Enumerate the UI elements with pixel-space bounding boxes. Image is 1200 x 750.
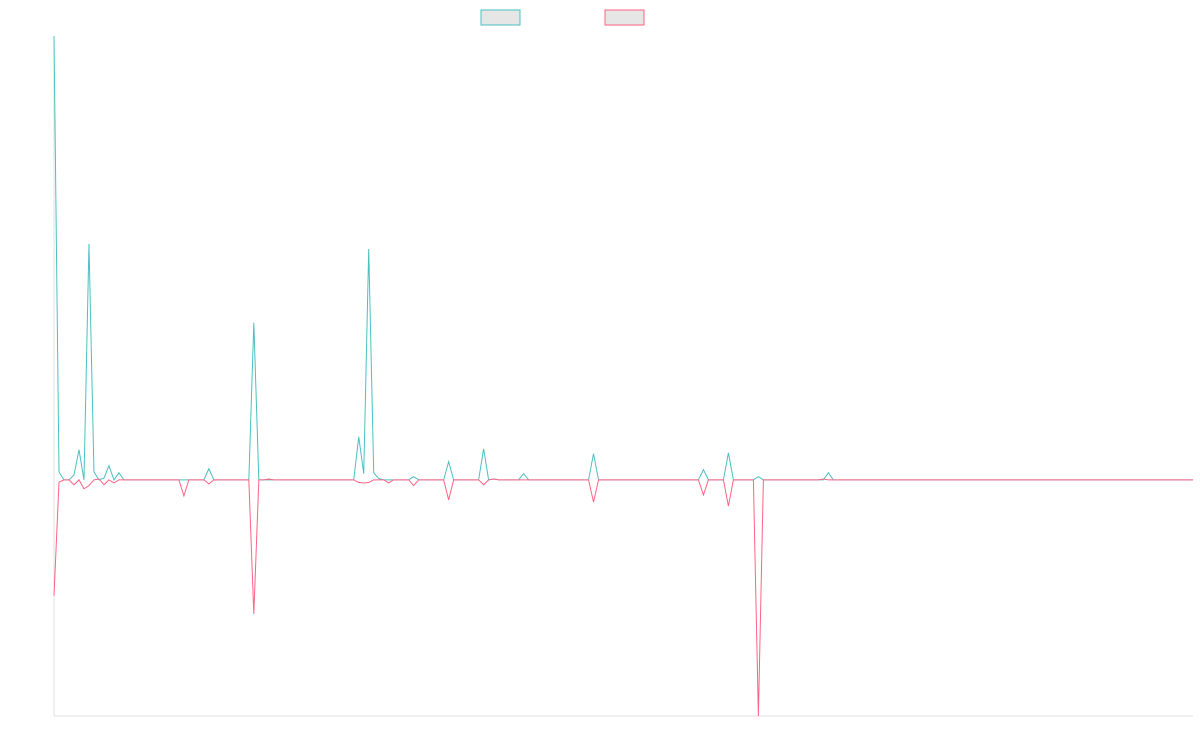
legend: [480, 9, 645, 26]
legend-swatch-2[interactable]: [604, 9, 645, 26]
series-line-2: [53, 478, 1193, 717]
legend-swatch-1[interactable]: [480, 9, 521, 26]
series-layer: [53, 35, 1193, 717]
series-line-1: [53, 35, 1193, 481]
